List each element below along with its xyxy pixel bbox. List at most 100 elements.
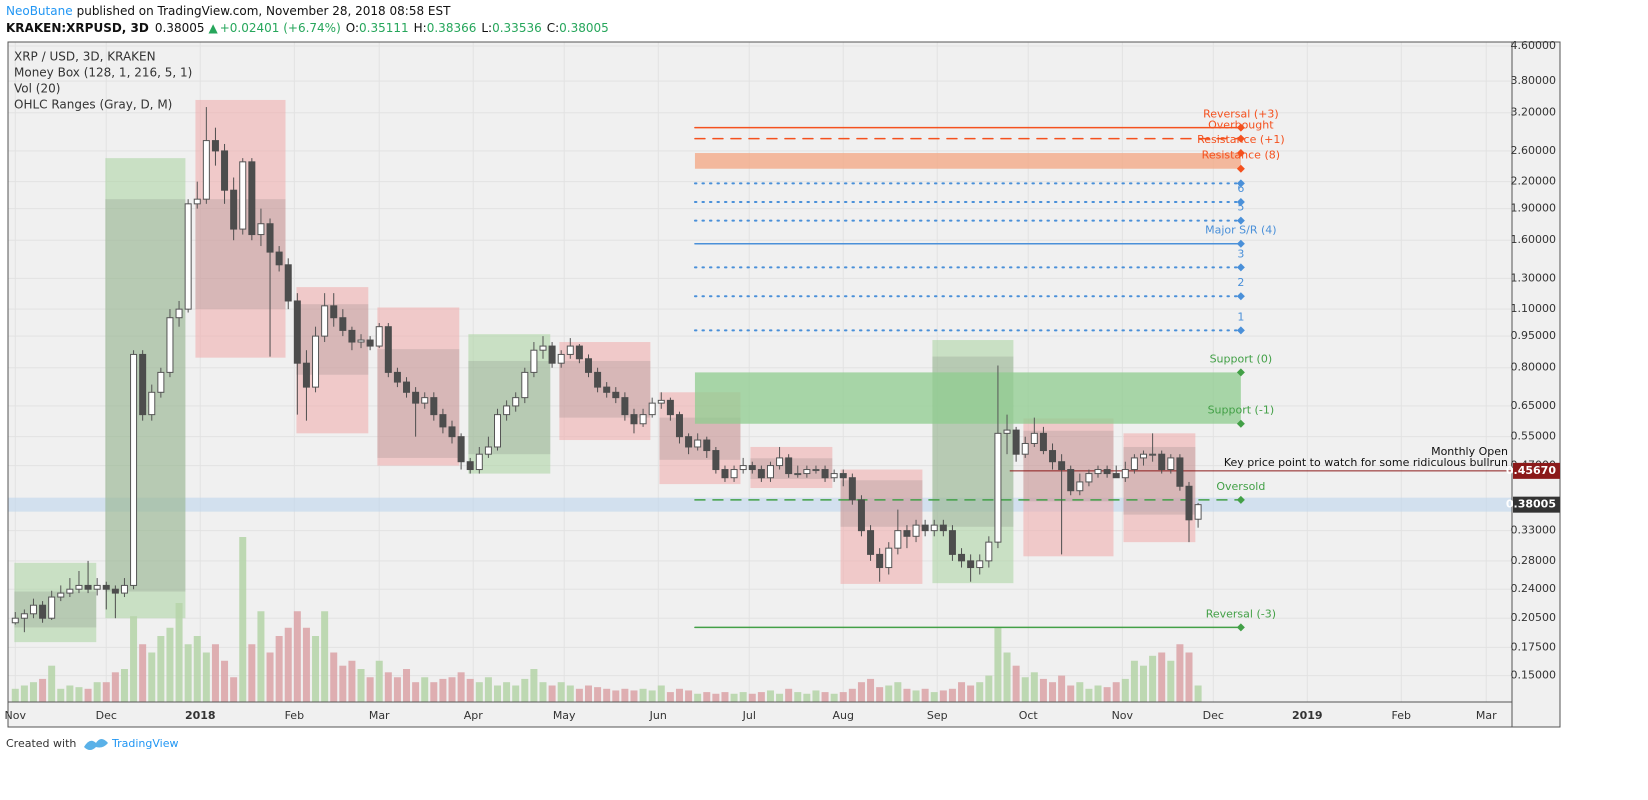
candle-body: [239, 161, 247, 230]
volume-bar: [157, 636, 165, 702]
header-line: NeoButane published on TradingView.com, N…: [6, 4, 451, 18]
x-tick-label: Oct: [1019, 709, 1039, 722]
volume-bar: [1167, 660, 1175, 702]
candle-body: [1003, 429, 1011, 434]
volume-bar: [384, 672, 392, 702]
y-tick-label: 0.33000: [1511, 524, 1557, 537]
volume-bar: [821, 692, 829, 702]
y-tick-label: 0.24000: [1511, 582, 1557, 595]
candle-body: [985, 541, 993, 562]
candle-body: [20, 613, 28, 619]
volume-bar: [393, 677, 401, 702]
volume-bar: [958, 682, 966, 702]
x-tick-label: Aug: [833, 709, 854, 722]
x-tick-label: Nov: [5, 709, 27, 722]
candle-body: [830, 473, 838, 479]
candle-body: [430, 397, 438, 416]
logo[interactable]: [84, 739, 108, 750]
candle-body: [766, 465, 774, 479]
candle-body: [894, 530, 902, 549]
last-price-band: [8, 497, 1512, 512]
volume-bar: [1067, 685, 1075, 702]
y-tick-label: 0.80000: [1511, 361, 1557, 374]
candle-body: [184, 203, 192, 310]
candle-body: [1058, 461, 1066, 471]
price-tag-label: 0.45670: [1506, 464, 1556, 477]
candle-body: [976, 560, 984, 569]
volume-bar: [939, 690, 947, 702]
ohlc-key: C:: [547, 21, 559, 35]
candle-body: [66, 588, 74, 594]
candle-body: [503, 405, 511, 416]
volume-bar: [284, 627, 292, 702]
level-label: 1: [1237, 310, 1244, 323]
volume-bar: [321, 611, 329, 702]
volume-bar: [566, 685, 574, 702]
candle-body: [412, 391, 420, 404]
candle-body: [876, 553, 884, 569]
money-box: [1123, 433, 1196, 543]
candle-body: [594, 371, 602, 388]
volume-bar: [494, 685, 502, 702]
y-tick-label: 2.60000: [1511, 144, 1557, 157]
volume-bar: [994, 627, 1002, 702]
volume-bar: [766, 690, 774, 702]
volume-bar: [211, 644, 219, 702]
candle-body: [1021, 442, 1029, 455]
candle-body: [639, 414, 647, 425]
volume-bar: [639, 688, 647, 702]
volume-bar: [630, 690, 638, 702]
volume-bar: [375, 660, 383, 702]
volume-bar: [175, 603, 183, 702]
volume-bar: [202, 652, 210, 702]
volume-bar: [521, 678, 529, 702]
candle-body: [839, 473, 847, 479]
volume-bar: [339, 665, 347, 702]
x-tick-label: May: [553, 709, 576, 722]
volume-bar: [193, 636, 201, 702]
x-tick-label: Feb: [285, 709, 304, 722]
candle-body: [1094, 469, 1102, 475]
x-tick-label: Nov: [1112, 709, 1134, 722]
volume-bar: [230, 677, 238, 702]
volume-bar: [1039, 678, 1047, 702]
legend-entry: Money Box (128, 1, 216, 5, 1): [14, 66, 192, 80]
y-tick-label: 0.20500: [1511, 611, 1557, 624]
volume-bar: [921, 688, 929, 702]
candle-body: [885, 547, 893, 569]
volume-bar: [403, 669, 411, 702]
volume-bar: [712, 693, 720, 702]
candle-body: [1067, 469, 1075, 492]
volume-bar: [11, 688, 19, 702]
level-marker: [1236, 149, 1245, 158]
candle-body: [202, 140, 210, 200]
author[interactable]: NeoButane: [6, 4, 73, 18]
level-marker: [1236, 239, 1245, 248]
candle-body: [903, 530, 911, 537]
volume-bar: [366, 677, 374, 702]
candle-body: [1194, 504, 1202, 520]
x-tick-label: 2018: [185, 709, 216, 722]
candle-body: [312, 335, 320, 388]
candle-body: [48, 596, 56, 619]
candle-body: [958, 553, 966, 562]
level-label: Resistance (8): [1202, 149, 1280, 162]
volume-bar: [1176, 644, 1184, 702]
legend-entry: Vol (20): [14, 82, 60, 96]
volume-bar: [111, 672, 119, 702]
level-label: Support (0): [1210, 352, 1273, 365]
candle-body: [739, 465, 747, 471]
volume-bar: [557, 682, 565, 702]
volume-bar: [293, 611, 301, 702]
level-marker: [1236, 123, 1245, 132]
candle-body: [948, 530, 956, 555]
candle-body: [1140, 453, 1148, 459]
candle-body: [703, 439, 711, 452]
volume-bar: [530, 669, 538, 702]
candle-body: [475, 453, 483, 471]
level-label: Resistance (+1): [1197, 133, 1285, 146]
footer-brand[interactable]: TradingView: [111, 737, 178, 750]
x-tick-label: Apr: [464, 709, 484, 722]
volume-bar: [675, 688, 683, 702]
